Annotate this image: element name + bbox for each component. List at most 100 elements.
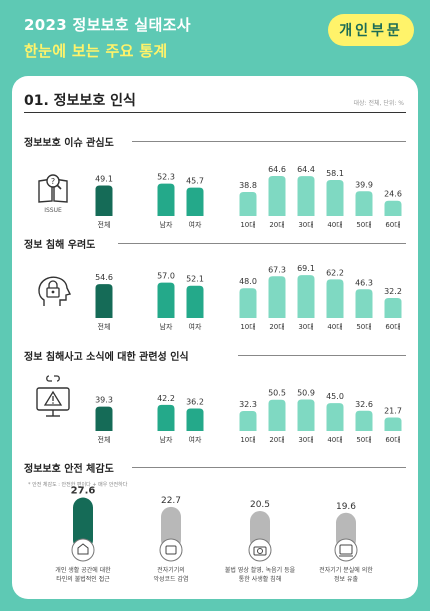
chart4-icon-circle-3: [334, 538, 358, 562]
chart3-label-7: 50대: [356, 436, 371, 444]
chart1-label-4: 20대: [269, 221, 284, 229]
chart1-label-6: 40대: [327, 221, 342, 229]
svg-text:?: ?: [51, 177, 55, 186]
charts-canvas: 49.1 전체 52.3 남자 45.7 여자 38.8 10대 64.6 20대 64.4 30대 5…: [55, 165, 402, 583]
camera-icon: [253, 546, 267, 556]
chart1-bar-6: [326, 179, 344, 216]
chart1-label-3: 10대: [240, 221, 255, 229]
chart3-title: 정보 침해사고 소식에 대한 관련성 인식: [24, 352, 189, 363]
chart3-bar-7: [355, 410, 373, 431]
chart2-label-4: 20대: [269, 323, 284, 331]
chart4-note: * 안전 체감도 : 안전한 편이다 + 매우 안전하다: [28, 482, 128, 488]
header-title: 2023 정보보호 실태조사: [24, 16, 191, 34]
chart3-rule: [238, 355, 406, 356]
chart2-value-6: 62.2: [326, 268, 344, 277]
chart2-label-6: 40대: [327, 323, 342, 331]
chart2-value-4: 67.3: [268, 265, 286, 274]
chart4-label-3-line1: 정보 유출: [334, 575, 358, 583]
chart1-label-5: 30대: [298, 221, 313, 229]
chart3-bar-6: [326, 403, 344, 431]
chart4-icon-circle-2: [248, 538, 272, 562]
chart2-bar-1: [157, 282, 175, 318]
chart3-bar-0: [95, 406, 113, 431]
chart3-value-7: 32.6: [355, 400, 373, 409]
chart4-bar-0: [73, 497, 93, 550]
chart1-bar-8: [384, 200, 402, 216]
chart1-title: 정보보호 이슈 관심도: [24, 138, 114, 149]
chart1-label-8: 60대: [385, 221, 400, 229]
chart2-bar-2: [186, 285, 204, 318]
chart2-label-2: 여자: [189, 322, 202, 331]
chart4-label-2-line0: 불법 영상 촬영, 녹음기 등을: [225, 566, 296, 574]
chart1-value-2: 45.7: [186, 177, 204, 186]
chart1-bar-7: [355, 191, 373, 216]
chart3-bar-2: [186, 408, 204, 431]
chart3-bar-8: [384, 417, 402, 431]
unit-note: 대상: 전체, 단위: %: [353, 100, 405, 107]
chart1-value-4: 64.6: [268, 165, 286, 174]
section-title: 01. 정보보호 인식: [24, 93, 136, 109]
content-card: 01. 정보보호 인식 대상: 전체, 단위: % 정보보호 이슈 관심도 정보…: [12, 76, 418, 599]
chart2-label-3: 10대: [240, 323, 255, 331]
head-lock-icon: [38, 276, 72, 306]
chart1-bar-4: [268, 175, 286, 216]
chart3-label-3: 10대: [240, 436, 255, 444]
chart3-label-0: 전체: [98, 435, 111, 444]
chart3-value-5: 50.9: [297, 388, 315, 397]
book-magnifier-icon: ?: [38, 174, 68, 203]
chart2-value-3: 48.0: [239, 277, 257, 286]
chart2-bar-0: [95, 284, 113, 318]
laptop-icon: [339, 544, 353, 555]
chart1-value-3: 38.8: [239, 181, 257, 190]
chart1-label-1: 남자: [160, 220, 173, 229]
chart4-value-3: 19.6: [336, 502, 356, 512]
monitor-warning-icon: [36, 375, 70, 417]
chart2-bar-5: [297, 275, 315, 318]
chart1-rule: [132, 141, 406, 142]
chart3-value-6: 45.0: [326, 392, 344, 401]
chart2-value-7: 46.3: [355, 278, 373, 287]
chart2-value-0: 54.6: [95, 273, 113, 282]
chart3-value-8: 21.7: [384, 407, 402, 416]
chart4-bar-1: [161, 506, 181, 550]
chart1-bar-3: [239, 191, 257, 216]
chart4-icon-circle-1: [159, 538, 183, 562]
chart1-bar-5: [297, 176, 315, 216]
chart2-title: 정보 침해 우려도: [24, 240, 96, 251]
chart3-label-6: 40대: [327, 436, 342, 444]
chart2-label-7: 50대: [356, 323, 371, 331]
chart1-bar-2: [186, 187, 204, 216]
chart1-value-1: 52.3: [157, 173, 175, 182]
chart4-label-2-line1: 통한 사생활 침해: [239, 575, 281, 583]
chart2-bar-3: [239, 288, 257, 318]
chart4-rule: [132, 467, 406, 468]
chart2-value-8: 32.2: [384, 287, 402, 296]
chart3-label-5: 30대: [298, 436, 313, 444]
chart4-label-0-line0: 개인 생활 공간에 대한: [55, 566, 111, 574]
chart4-title: 정보보호 안전 체감도: [24, 464, 114, 475]
category-badge: 개인부문: [328, 14, 414, 46]
section-divider: [24, 112, 406, 113]
chart2-bar-7: [355, 289, 373, 318]
camera-lens-icon: [257, 548, 263, 554]
chart3-label-4: 20대: [269, 436, 284, 444]
chart2-value-1: 57.0: [157, 272, 175, 281]
chart4-label-1-line1: 악성코드 감염: [153, 575, 188, 583]
chart2-value-5: 69.1: [297, 264, 315, 273]
chart1-label-2: 여자: [189, 220, 202, 229]
chart1-value-0: 49.1: [95, 175, 113, 184]
house-icon: [77, 543, 89, 555]
chart3-value-3: 32.3: [239, 400, 257, 409]
chart3-value-2: 36.2: [186, 398, 204, 407]
chart3-label-2: 여자: [189, 435, 202, 444]
chart4-label-3-line0: 전자기기 분실에 의한: [319, 566, 373, 574]
chart4-value-2: 20.5: [250, 500, 270, 510]
chart1-value-8: 24.6: [384, 190, 402, 199]
chart1-label-7: 50대: [356, 221, 371, 229]
chart3-bar-4: [268, 399, 286, 431]
chart1-bar-0: [95, 185, 113, 216]
chart4-value-0: 27.6: [71, 486, 96, 497]
chart2-value-2: 52.1: [186, 275, 204, 284]
chart1-label-0: 전체: [98, 220, 111, 229]
chart3-value-1: 42.2: [157, 394, 175, 403]
